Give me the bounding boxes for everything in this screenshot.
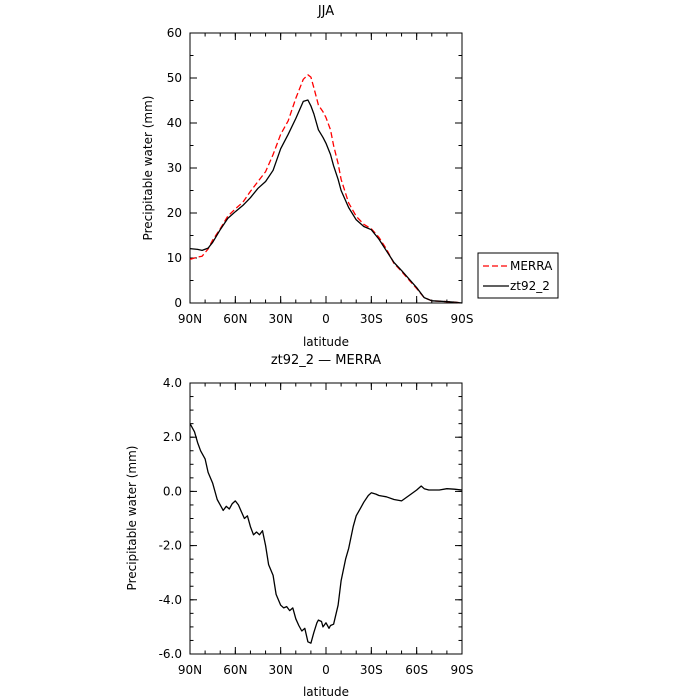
bottom-x-tick-label: 30N	[269, 663, 293, 677]
top-series-line-merra	[189, 74, 463, 304]
bottom-y-tick-label: 4.0	[163, 376, 182, 390]
bottom-panel: zt92_2 — MERRA latitude Precipitable wat…	[125, 353, 473, 699]
top-axis-ticks: 90N 60N 30N 0 30S 60S 90S 0 10 20 30 40 50 60	[167, 26, 474, 326]
bottom-plot-frame	[189, 382, 463, 655]
bottom-x-tick-label: 60N	[223, 663, 247, 677]
bottom-y-tick-label: -6.0	[159, 647, 182, 661]
legend-label-merra: MERRA	[510, 259, 553, 273]
top-plot-frame	[189, 32, 463, 304]
top-y-tick-label: 60	[167, 26, 182, 40]
top-panel: JJA latitude Precipitable water (mm) 90N…	[141, 4, 473, 349]
top-series-line-zt92-2	[189, 99, 463, 304]
top-y-tick-label: 30	[167, 161, 182, 175]
top-y-tick-label: 40	[167, 116, 182, 130]
top-y-tick-label: 10	[167, 251, 182, 265]
top-x-tick-label: 60N	[223, 312, 247, 326]
top-x-tick-label: 30S	[360, 312, 383, 326]
legend-label-zt92-2: zt92_2	[510, 279, 550, 293]
bottom-x-tick-label: 90S	[451, 663, 474, 677]
top-y-tick-label: 50	[167, 71, 182, 85]
bottom-series-lines	[189, 423, 463, 644]
top-y-axis-label: Precipitable water (mm)	[141, 96, 155, 241]
top-series-lines	[189, 74, 463, 304]
bottom-y-tick-label: -4.0	[159, 593, 182, 607]
bottom-series-line-difference	[189, 423, 463, 644]
top-x-tick-label: 0	[322, 312, 330, 326]
bottom-chart-title: zt92_2 — MERRA	[271, 353, 381, 368]
bottom-y-axis-label: Precipitable water (mm)	[125, 446, 139, 591]
top-x-tick-label: 90S	[451, 312, 474, 326]
bottom-y-tick-label: 2.0	[163, 430, 182, 444]
top-x-tick-label: 60S	[405, 312, 428, 326]
bottom-x-tick-label: 60S	[405, 663, 428, 677]
bottom-x-tick-label: 90N	[178, 663, 202, 677]
bottom-y-tick-label: -2.0	[159, 539, 182, 553]
bottom-x-axis-label: latitude	[303, 685, 349, 699]
bottom-x-tick-label: 0	[322, 663, 330, 677]
bottom-x-tick-label: 30S	[360, 663, 383, 677]
bottom-axis-ticks: 90N 60N 30N 0 30S 60S 90S -6.0 -4.0 -2.0 0.0 2.0 4.0	[159, 376, 474, 677]
legend: MERRA zt92_2	[477, 252, 559, 299]
top-x-tick-label: 30N	[269, 312, 293, 326]
top-x-axis-label: latitude	[303, 335, 349, 349]
bottom-y-tick-label: 0.0	[163, 484, 182, 498]
top-y-tick-label: 20	[167, 206, 182, 220]
legend-box	[477, 252, 559, 299]
top-chart-title: JJA	[317, 4, 334, 19]
top-x-tick-label: 90N	[178, 312, 202, 326]
top-y-tick-label: 0	[174, 296, 182, 310]
